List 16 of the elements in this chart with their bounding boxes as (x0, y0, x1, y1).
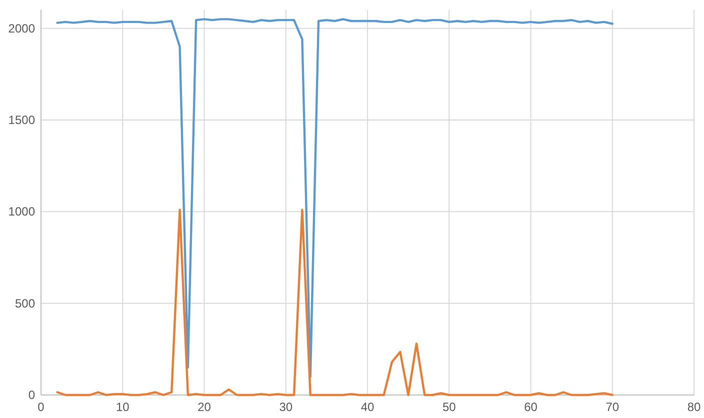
y-tick-label: 1500 (8, 113, 36, 127)
x-tick-label: 40 (360, 400, 374, 414)
y-tick-label: 1000 (8, 204, 36, 219)
x-tick-label: 60 (524, 400, 538, 414)
y-tick-label: 500 (14, 296, 36, 310)
line-series (56, 208, 614, 396)
x-tick-label: 30 (279, 400, 293, 414)
x-tick-label: 50 (442, 400, 456, 414)
y-tick-label: 0 (28, 388, 36, 402)
x-tick-label: 20 (198, 400, 212, 414)
y-tick-label: 2000 (8, 21, 36, 36)
x-tick-label: 80 (687, 400, 701, 414)
x-tick-label: 70 (606, 400, 620, 414)
x-tick-label: 0 (38, 400, 45, 414)
x-tick-label: 10 (116, 400, 130, 414)
line-series (56, 18, 614, 378)
